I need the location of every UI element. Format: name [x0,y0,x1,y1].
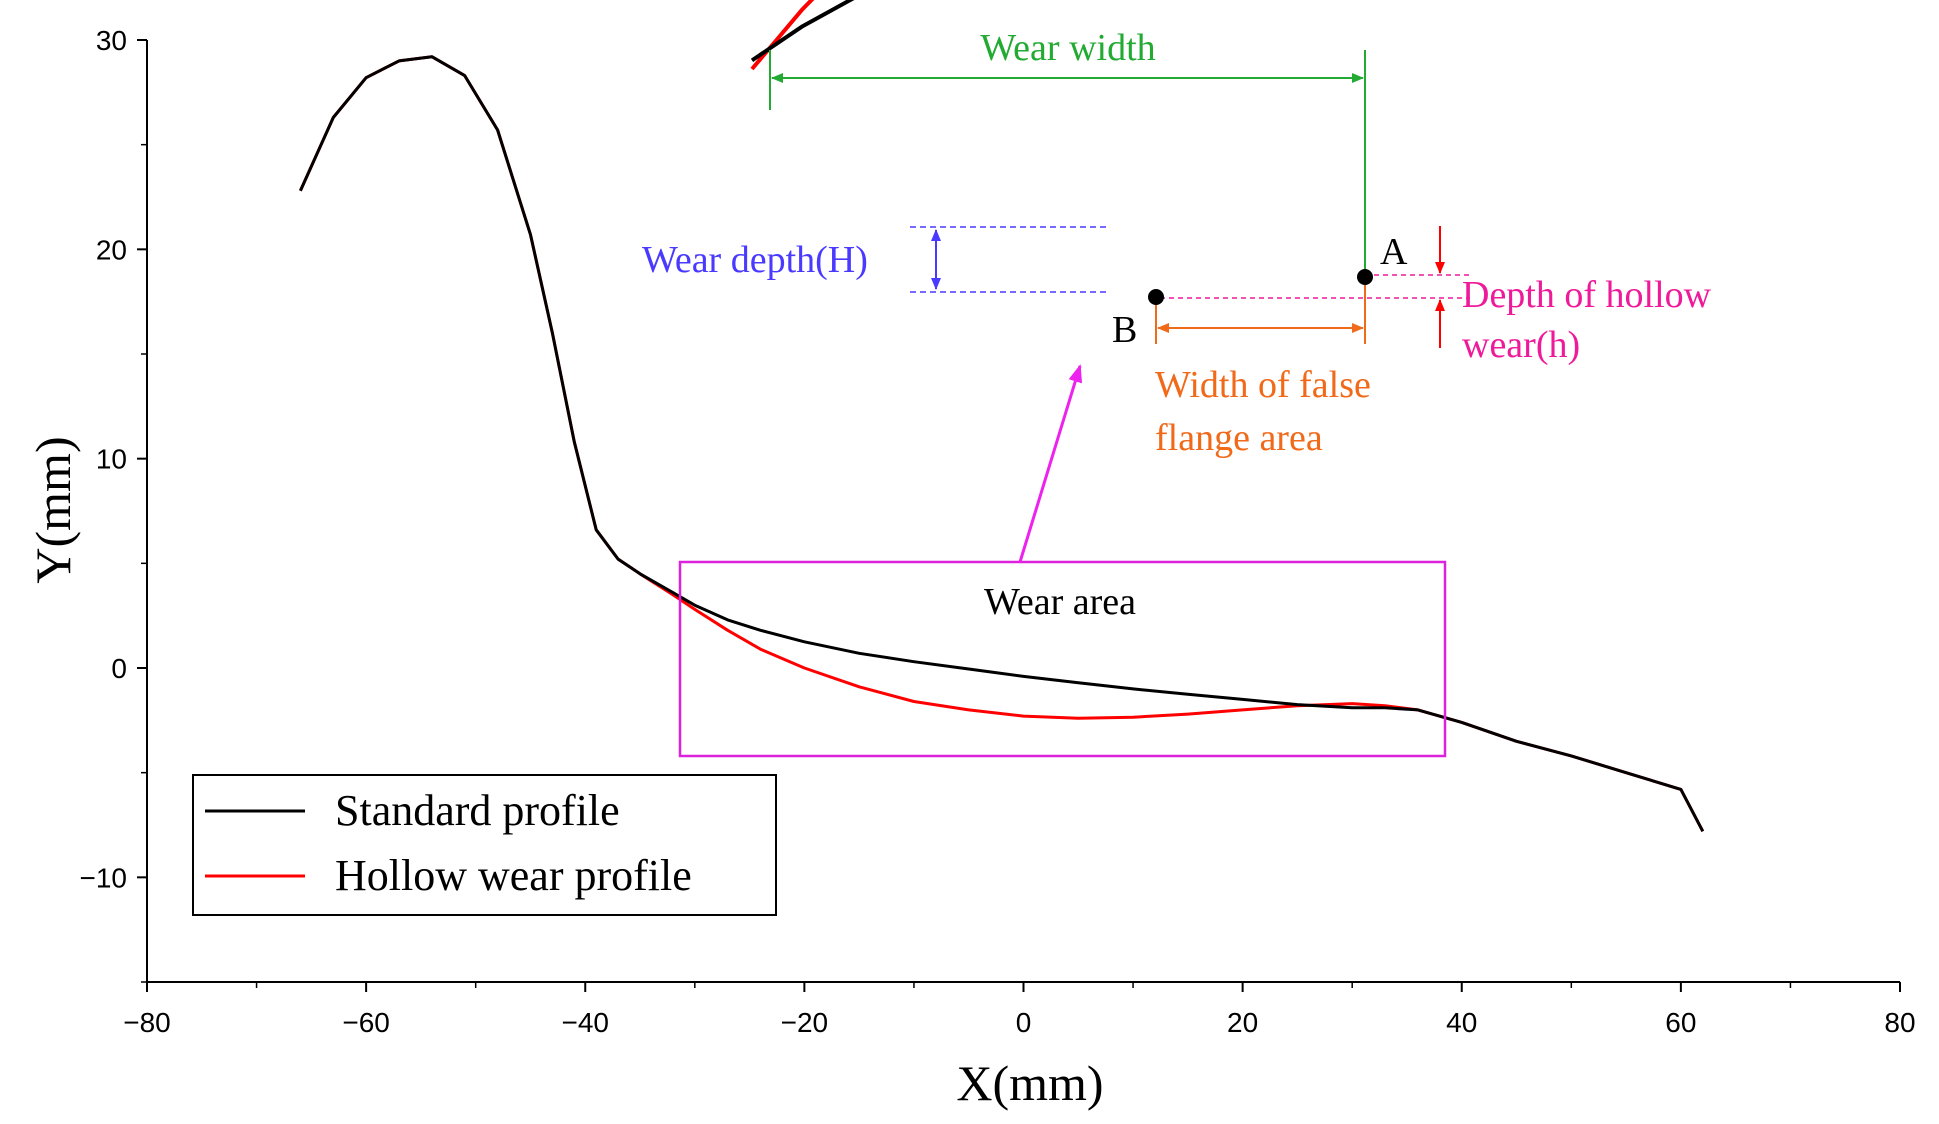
x-tick-label: 0 [1016,1007,1032,1038]
x-tick-label: 80 [1884,1007,1915,1038]
x-tick-label: −40 [562,1007,610,1038]
x-tick-label: −60 [342,1007,390,1038]
y-tick-label: 0 [111,653,127,684]
series-group [299,55,1705,832]
hollow-depth-label-line2: wear(h) [1462,324,1580,366]
wear-area-label: Wear area [984,581,1136,623]
point-b-marker [1148,289,1164,305]
x-tick-label: 20 [1227,1007,1258,1038]
series-line-standard [299,55,1705,832]
point-a-marker [1357,269,1373,285]
x-tick-label: −20 [781,1007,829,1038]
legend-label-hollow: Hollow wear profile [335,851,692,900]
y-tick-label: 30 [96,25,127,56]
legend-box [192,774,777,916]
y-tick-label: −10 [80,862,128,893]
y-axis-title: Y(mm) [25,436,81,583]
axes: −80 −60 −40 −20 0 20 40 60 80 −10 0 10 20 30 [80,25,1916,1038]
point-a-label: A [1380,231,1408,273]
false-flange-label-line1: Width of false [1155,364,1371,406]
y-ticks: −10 0 10 20 30 [80,25,147,983]
legend: Standard profile Hollow wear profile [192,774,777,916]
y-tick-label: 10 [96,444,127,475]
false-flange-label-line2: flange area [1155,417,1323,459]
hollow-depth-label-line1: Depth of hollow [1462,274,1712,316]
wear-width-label: Wear width [980,27,1155,69]
wear-depth-label: Wear depth(H) [642,239,868,281]
wear-area-box [678,560,1447,758]
y-tick-label: 20 [96,234,127,265]
x-ticks: −80 −60 −40 −20 0 20 40 60 80 [123,982,1916,1038]
x-tick-label: 60 [1665,1007,1696,1038]
legend-label-standard: Standard profile [335,786,620,835]
x-tick-label: −80 [123,1007,171,1038]
x-axis-title: X(mm) [956,1055,1103,1111]
x-tick-label: 40 [1446,1007,1477,1038]
point-b-label: B [1112,309,1137,351]
wear-area-arrow [1018,364,1083,563]
